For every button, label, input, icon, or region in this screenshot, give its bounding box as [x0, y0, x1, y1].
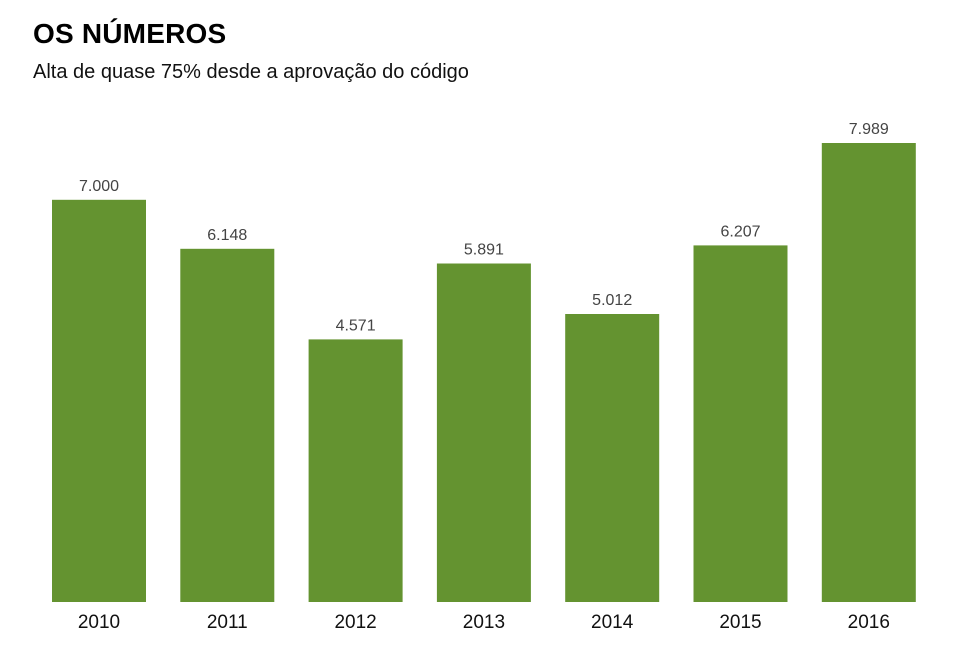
bar-2012 — [308, 339, 403, 602]
value-label-2016: 7.989 — [849, 121, 889, 138]
value-label-2012: 4.571 — [336, 317, 376, 334]
bar-2016 — [821, 143, 916, 602]
value-label-2013: 5.891 — [464, 242, 504, 259]
value-labels-group: 7.000 6.148 4.571 5.891 5.012 6.207 7.989 — [79, 121, 889, 334]
x-tick-label-2014: 2014 — [591, 612, 634, 633]
bar-2015 — [693, 245, 788, 602]
x-axis-tick-labels: 2010 2011 2012 2013 2014 2015 2016 — [78, 612, 890, 633]
value-label-2011: 6.148 — [207, 227, 247, 244]
chart-title: OS NÚMEROS — [33, 18, 227, 49]
x-tick-label-2011: 2011 — [207, 612, 248, 633]
value-label-2015: 6.207 — [720, 223, 760, 240]
bars-group — [52, 143, 916, 603]
bar-2011 — [180, 248, 275, 603]
x-tick-label-2013: 2013 — [463, 612, 505, 633]
bar-2010 — [52, 199, 146, 603]
x-tick-label-2010: 2010 — [78, 612, 120, 633]
value-label-2014: 5.012 — [592, 292, 632, 309]
x-tick-label-2016: 2016 — [848, 612, 890, 633]
bar-2013 — [436, 263, 531, 602]
x-tick-label-2012: 2012 — [334, 612, 376, 633]
value-label-2010: 7.000 — [79, 178, 119, 195]
x-tick-label-2015: 2015 — [719, 612, 761, 633]
bar-2014 — [565, 314, 660, 602]
chart-subtitle: Alta de quase 75% desde a aprovação do c… — [33, 61, 469, 83]
